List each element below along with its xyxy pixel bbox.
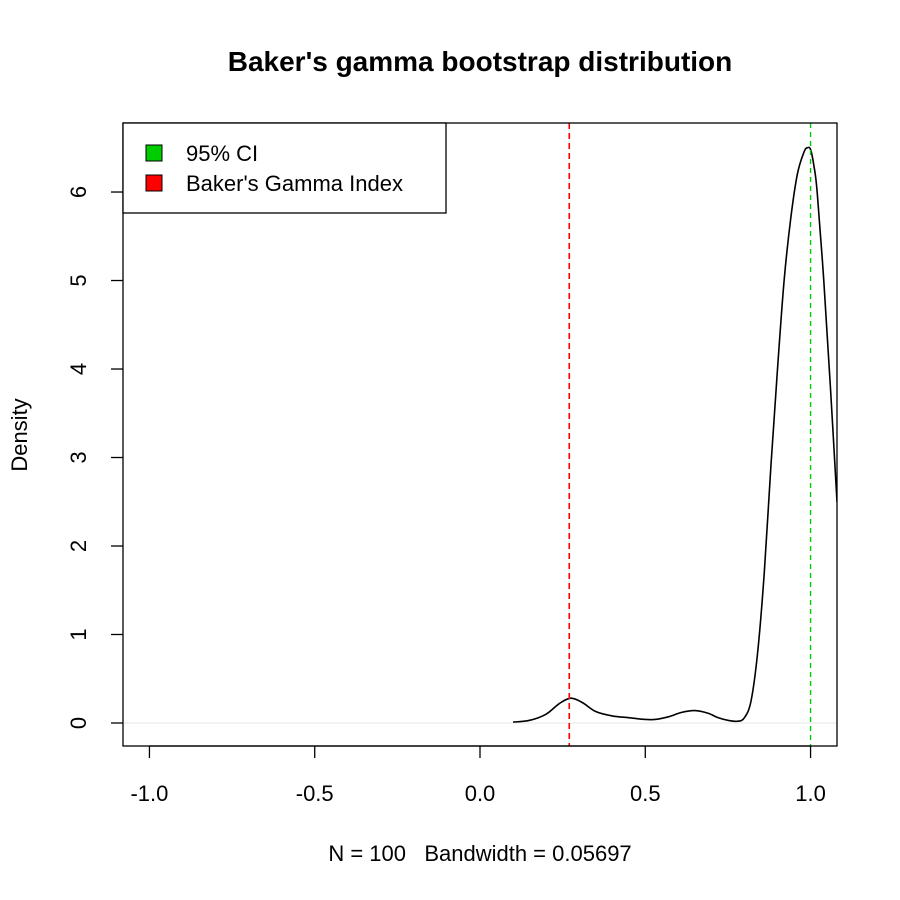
x-tick-label: -0.5	[296, 781, 334, 806]
legend-box	[122, 122, 447, 214]
y-tick-label: 5	[66, 274, 91, 286]
y-tick-label: 2	[66, 540, 91, 552]
legend: 95% CI Baker's Gamma Index	[122, 122, 447, 214]
y-tick-label: 1	[66, 628, 91, 640]
y-tick-label: 4	[66, 363, 91, 375]
legend-label: 95% CI	[186, 141, 258, 166]
legend-swatch	[145, 174, 163, 192]
y-tick-label: 6	[66, 186, 91, 198]
y-axis-label: Density	[7, 398, 32, 471]
y-tick-label: 3	[66, 451, 91, 463]
density-line	[512, 146, 837, 723]
legend-label: Baker's Gamma Index	[186, 171, 403, 196]
legend-swatch	[145, 144, 163, 162]
x-tick-label: 0.5	[630, 781, 661, 806]
chart-title: Baker's gamma bootstrap distribution	[228, 46, 733, 77]
x-tick-label: -1.0	[130, 781, 168, 806]
x-axis-label: N = 100 Bandwidth = 0.05697	[328, 841, 631, 866]
plot-frame	[122, 122, 838, 747]
x-tick-label: 1.0	[795, 781, 826, 806]
x-tick-label: 0.0	[465, 781, 496, 806]
y-tick-label: 0	[66, 717, 91, 729]
